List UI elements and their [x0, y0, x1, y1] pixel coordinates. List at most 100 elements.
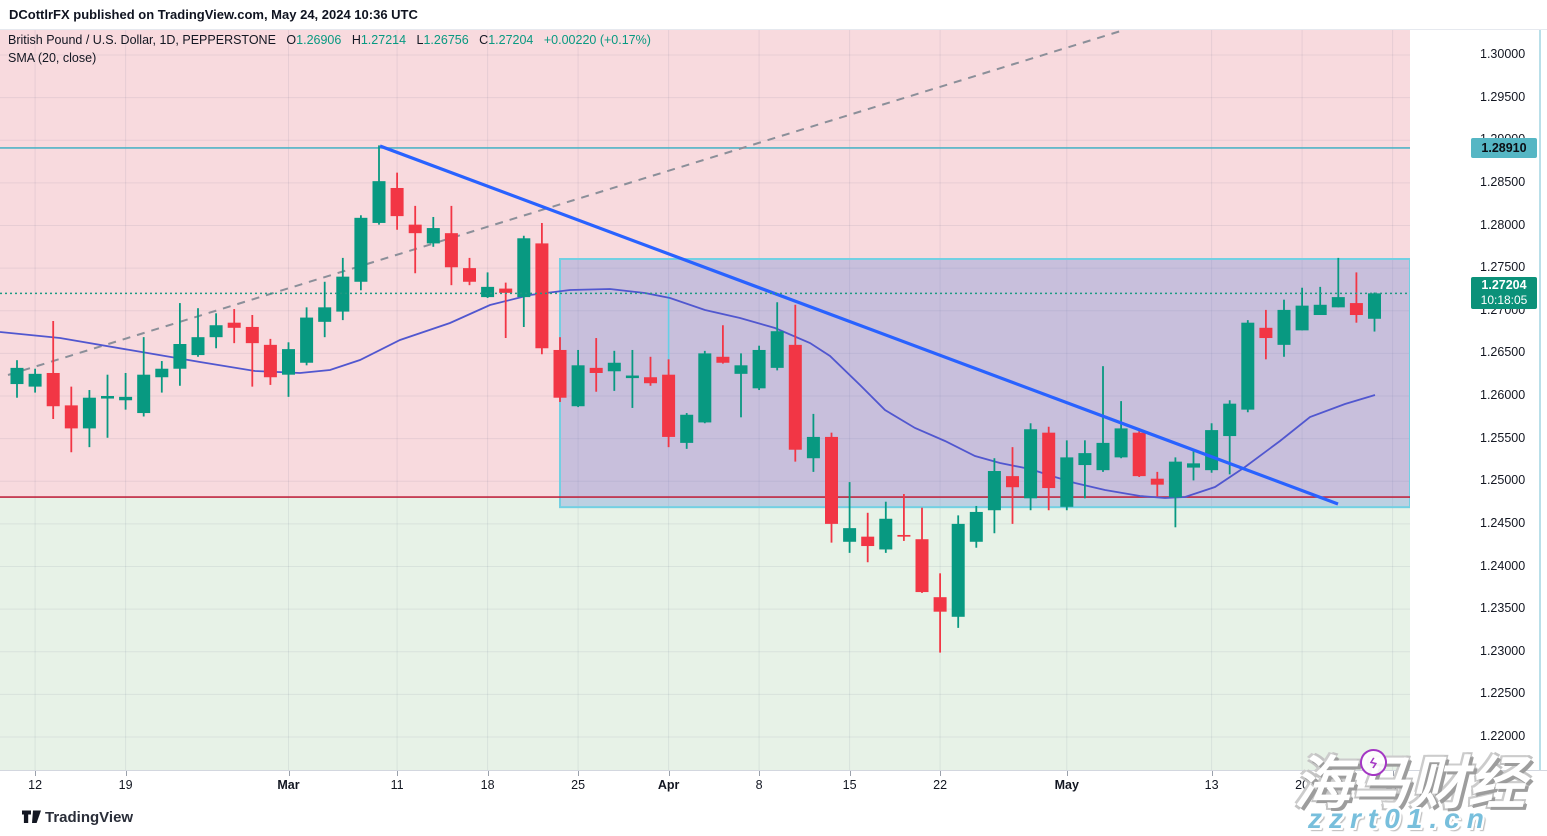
price-axis-label: 1.24500: [1480, 515, 1526, 530]
price-axis-label: 1.25500: [1480, 430, 1526, 445]
candle-body: [951, 523, 965, 617]
candle-body: [1241, 322, 1255, 410]
price-axis-label: 1.26500: [1480, 345, 1526, 360]
candle-body: [191, 337, 205, 356]
high-label: H: [351, 33, 361, 47]
candle-body: [644, 377, 657, 384]
time-axis-label: 20: [1295, 778, 1310, 792]
bar-countdown: 10:18:05: [1480, 293, 1528, 308]
chart-pane[interactable]: British Pound / U.S. Dollar, 1D, PEPPERS…: [0, 30, 1410, 770]
candle-body: [1205, 430, 1219, 471]
time-axis-label: 19: [118, 778, 133, 792]
candle-body: [372, 181, 386, 223]
price-axis-label: 1.26000: [1480, 388, 1526, 402]
indicator-label: SMA (20, close): [8, 51, 97, 65]
candle-body: [879, 518, 893, 550]
candle-body: [155, 368, 169, 378]
time-axis-tick: [288, 771, 290, 776]
close-value: 1.27204: [488, 33, 534, 47]
time-axis-tick: [487, 771, 489, 776]
candle-body: [589, 367, 603, 373]
candle-body: [1277, 309, 1291, 345]
candle-body: [300, 317, 314, 363]
price-axis-label: 1.22500: [1480, 686, 1526, 701]
candle-body: [282, 349, 295, 375]
header-divider: [0, 29, 1547, 30]
change-value: +0.00220 (+0.17%): [543, 33, 651, 47]
candle-body: [1349, 303, 1363, 316]
price-axis-edge-line: [1539, 30, 1541, 770]
candle-body: [1313, 304, 1327, 316]
watermark-cjk-text: 海马财经: [1294, 752, 1526, 816]
candle-body: [915, 539, 929, 593]
candle-body: [607, 362, 621, 372]
candlestick-chart-canvas[interactable]: [0, 30, 1410, 770]
time-axis-label: Mar: [277, 778, 300, 792]
candle-body: [680, 414, 694, 443]
candle-body: [1024, 429, 1038, 499]
symbol-legend-row[interactable]: British Pound / U.S. Dollar, 1D, PEPPERS…: [8, 33, 651, 47]
descending-blue-trendline[interactable]: [379, 144, 1339, 506]
candle-body: [1295, 305, 1309, 331]
price-axis[interactable]: 1.300001.295001.290001.285001.280001.275…: [1410, 30, 1547, 770]
candle-body: [1114, 428, 1128, 458]
candle-body: [1096, 442, 1110, 471]
candle-body: [933, 597, 947, 612]
candle-body: [861, 536, 875, 547]
price-axis-label: 1.22000: [1480, 729, 1526, 743]
candle-body: [716, 356, 730, 363]
candle-body: [734, 365, 748, 374]
time-axis-tick: [1392, 771, 1394, 776]
candle-body: [662, 374, 676, 437]
candle-body: [1259, 327, 1273, 339]
current-price: 1.27204: [1481, 278, 1527, 293]
candle-body: [1060, 457, 1074, 507]
candle-body: [969, 511, 983, 542]
candle-body: [173, 343, 187, 369]
time-axis-tick: [668, 771, 670, 776]
candle-body: [1168, 461, 1182, 498]
candle-body: [263, 344, 277, 378]
time-axis-label: 15: [842, 778, 857, 792]
open-label: O: [286, 33, 297, 47]
candle-body: [354, 217, 368, 282]
candle-body: [28, 373, 42, 387]
time-axis-tick: [1066, 771, 1068, 776]
candle-body: [825, 436, 838, 524]
candle-body: [698, 353, 712, 423]
time-axis-tick: [1302, 771, 1304, 776]
tradingview-logo-icon[interactable]: [22, 809, 42, 825]
candle-body: [1132, 432, 1146, 477]
candle-body: [1042, 432, 1056, 489]
symbol-title: British Pound / U.S. Dollar, 1D, PEPPERS…: [8, 33, 276, 47]
open-value: 1.26906: [296, 33, 342, 47]
candle-body: [481, 286, 495, 298]
tradingview-wordmark[interactable]: TradingView: [45, 809, 134, 826]
price-axis-label: 1.24000: [1480, 558, 1526, 573]
time-axis-tick: [397, 771, 399, 776]
candle-body: [318, 307, 332, 322]
candle-body: [897, 534, 911, 537]
price-axis-label: 1.23000: [1480, 643, 1526, 658]
time-axis-label: 8: [755, 778, 763, 792]
time-axis[interactable]: 12 19 Mar 11 18 25 Apr 8 15 22 May 13 20 27: [0, 770, 1547, 800]
candle-body: [336, 276, 350, 312]
page-header: DCottlrFX published on TradingView.com, …: [0, 0, 1547, 29]
low-value: 1.26756: [423, 33, 469, 47]
candle-body: [101, 396, 114, 399]
low-label: L: [416, 33, 424, 47]
indicator-legend-row[interactable]: SMA (20, close): [8, 51, 651, 65]
time-axis-tick: [759, 771, 761, 776]
price-axis-label: 1.27500: [1480, 260, 1526, 275]
high-value: 1.27214: [360, 33, 407, 47]
candle-body: [1078, 453, 1092, 466]
time-axis-tick: [578, 771, 580, 776]
candle-body: [1150, 478, 1164, 485]
candle-body: [390, 187, 404, 217]
time-axis-label: Apr: [657, 778, 680, 792]
candle-body: [137, 374, 151, 414]
candle-body: [227, 322, 241, 328]
consolidation-box[interactable]: [559, 258, 1410, 509]
time-axis-tick: [1211, 771, 1213, 776]
candle-body: [1368, 293, 1381, 319]
